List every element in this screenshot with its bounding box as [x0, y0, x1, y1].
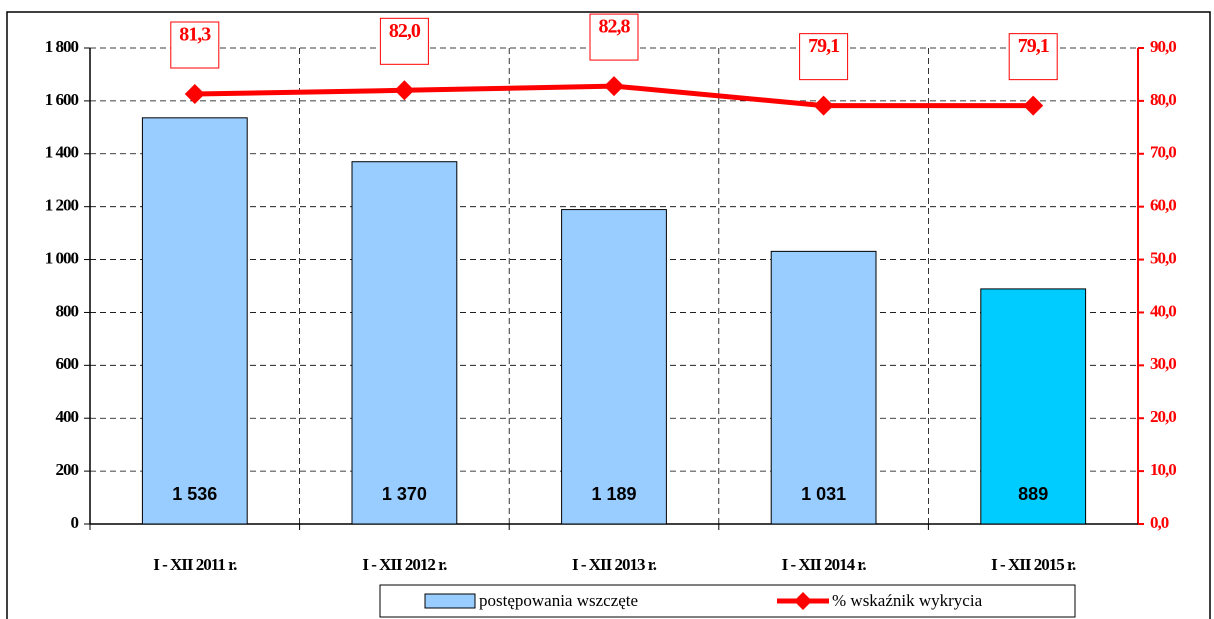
y2-tick-label: 30,0: [1150, 354, 1176, 373]
y-tick-label: 0: [71, 513, 79, 532]
y2-tick-label: 40,0: [1150, 301, 1176, 320]
y-tick-label: 1 200: [45, 196, 79, 215]
y-tick-label: 1 400: [45, 143, 79, 162]
value-label: 81,3: [179, 24, 211, 46]
value-label: 1 031: [801, 484, 846, 504]
bar: [351, 161, 458, 525]
legend-label: % wskaźnik wykrycia: [832, 591, 983, 610]
y2-tick-label: 60,0: [1150, 196, 1176, 215]
y-tick-label: 400: [56, 407, 79, 426]
marker: [813, 95, 834, 116]
y2-tick-label: 50,0: [1150, 248, 1176, 267]
marker: [184, 84, 205, 105]
value-label: 1 370: [382, 484, 427, 504]
label-box: [170, 21, 220, 69]
y2-tick-label: 0,0: [1150, 513, 1169, 532]
label-box: [799, 33, 849, 81]
marker: [604, 76, 624, 97]
x-tick-label: I - XII 2015 r.: [991, 555, 1076, 574]
value-label: 1 189: [591, 484, 636, 504]
y2-tick-label: 20,0: [1150, 407, 1176, 426]
bar: [770, 250, 877, 525]
y-tick-label: 800: [56, 301, 79, 320]
x-tick-label: I - XII 2014 r.: [782, 555, 867, 574]
value-label: 82,8: [599, 16, 631, 38]
legend-label: postępowania wszczęte: [479, 591, 638, 610]
marker: [1023, 95, 1044, 116]
legend-marker: [794, 592, 812, 610]
y2-tick-label: 90,0: [1150, 37, 1176, 56]
value-label: 889: [1018, 484, 1048, 504]
y-tick-label: 200: [56, 460, 79, 479]
legend-box: [379, 584, 1076, 618]
y2-tick-label: 10,0: [1150, 460, 1176, 479]
bar: [141, 117, 248, 525]
value-label: 1 536: [172, 484, 217, 504]
value-label: 82,0: [389, 20, 421, 42]
y2-tick-label: 80,0: [1150, 90, 1176, 109]
label-box: [1008, 33, 1058, 81]
legend-swatch: [424, 593, 476, 609]
y-tick-label: 1 000: [45, 248, 79, 267]
frame: [6, 11, 1211, 619]
x-tick-label: I - XII 2012 r.: [362, 555, 447, 574]
y2-tick-label: 70,0: [1150, 143, 1176, 162]
bar: [980, 288, 1087, 525]
y-tick-label: 600: [56, 354, 79, 373]
value-label: 79,1: [1018, 35, 1049, 57]
value-label: 79,1: [808, 35, 839, 57]
label-box: [589, 13, 639, 61]
label-box: [379, 17, 429, 65]
x-tick-label: I - XII 2013 r.: [572, 555, 657, 574]
y-tick-label: 1 800: [45, 37, 79, 56]
bar: [561, 209, 667, 525]
marker: [394, 80, 415, 101]
y-tick-label: 1 600: [45, 90, 79, 109]
x-tick-label: I - XII 2011 r.: [153, 555, 237, 574]
